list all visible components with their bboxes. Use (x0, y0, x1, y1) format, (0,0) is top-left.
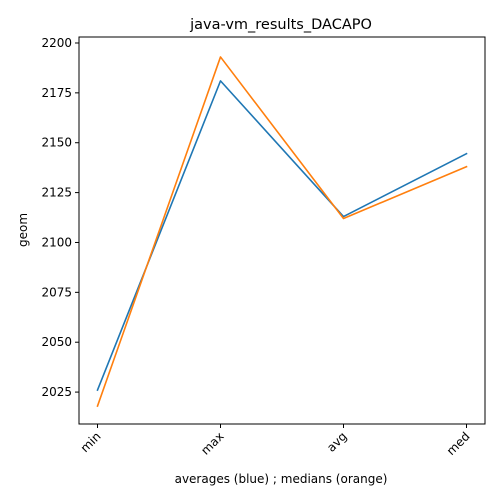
plot-frame (78, 36, 486, 425)
y-tick-label: 2100 (41, 235, 72, 249)
plot-background (79, 37, 485, 424)
series-line-1 (96, 56, 468, 408)
x-axis-label: averages (blue) ; medians (orange) (175, 472, 388, 486)
series-line-0 (96, 80, 468, 392)
x-tick-label: max (198, 429, 226, 457)
y-tick-label: 2150 (41, 136, 72, 150)
series-layer (96, 56, 468, 408)
x-tick-label: med (444, 429, 473, 458)
y-tick-label: 2075 (41, 285, 72, 299)
y-tick-label: 2125 (41, 186, 72, 200)
plot-area (79, 37, 485, 424)
y-tick-label: 2025 (41, 385, 72, 399)
chart-title: java-vm_results_DACAPO (189, 17, 372, 33)
y-axis-label: geom (16, 213, 30, 247)
y-tick-label: 2200 (41, 36, 72, 50)
y-tick-label: 2175 (41, 86, 72, 100)
y-tick-label: 2050 (41, 335, 72, 349)
x-tick-label: avg (324, 429, 350, 455)
x-tick-label: min (78, 429, 104, 455)
